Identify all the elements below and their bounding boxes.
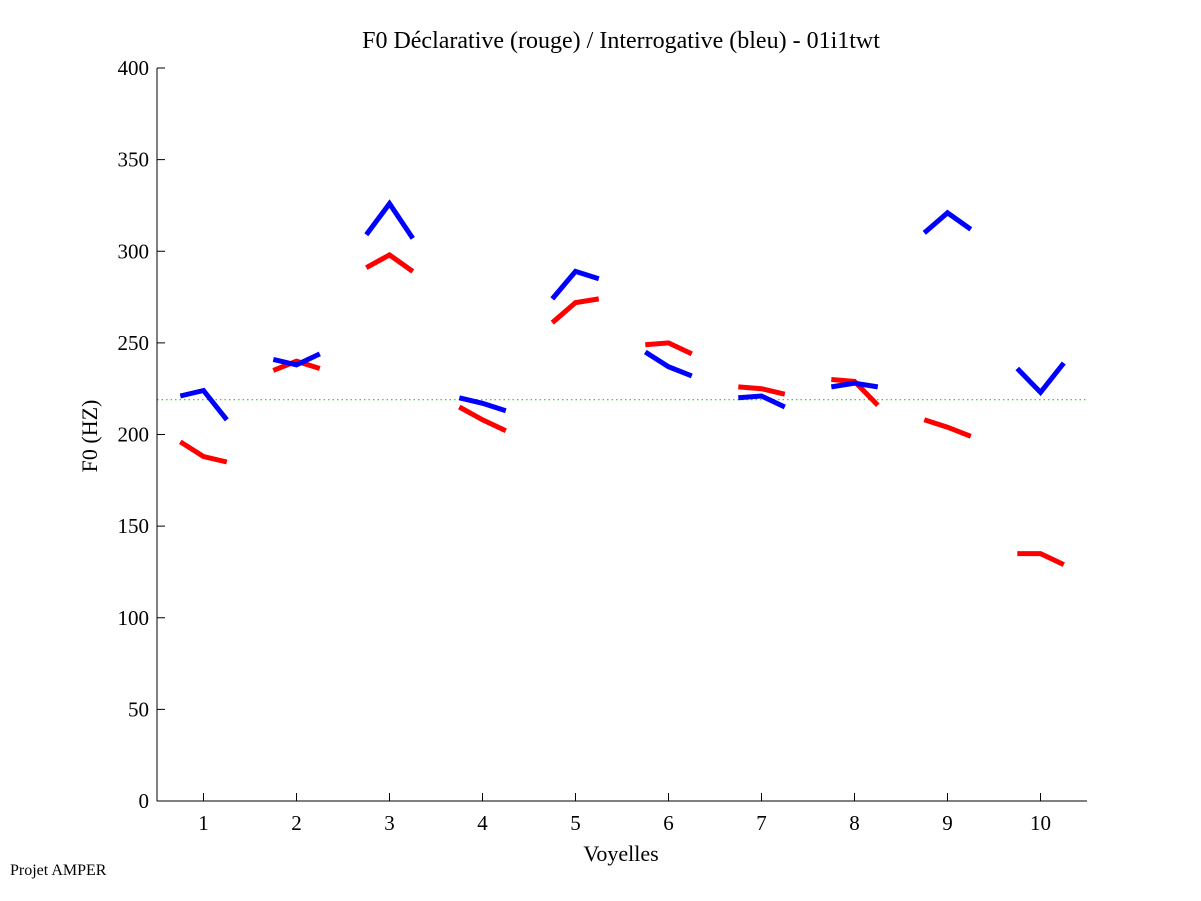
series-segment-vowel-5 — [550, 296, 600, 325]
series-segment-vowel-7 — [738, 393, 786, 410]
series-layer — [178, 199, 1066, 567]
series-segment-vowel-10 — [1017, 551, 1065, 567]
y-tick-label: 300 — [118, 239, 150, 263]
y-tick-label: 0 — [139, 789, 150, 813]
series-segment-vowel-2 — [272, 358, 321, 373]
y-tick-label: 250 — [118, 331, 150, 355]
x-tick-label: 8 — [849, 811, 860, 835]
x-axis-label: Voyelles — [583, 841, 658, 866]
series-segment-vowel-9 — [922, 209, 973, 235]
y-tick-label: 150 — [118, 514, 150, 538]
axes: 0 50 100 150 200 250 300 350 400 1 2 3 4 5 6 7 8 9 10 — [118, 56, 1087, 835]
series-segment-vowel-1 — [179, 387, 229, 422]
y-axis-label: F0 (HZ) — [77, 400, 102, 473]
series-segment-vowel-4 — [458, 404, 507, 434]
y-tick-label: 350 — [118, 148, 150, 172]
series-segment-vowel-5 — [550, 268, 600, 301]
y-tick-label: 400 — [118, 56, 150, 80]
series-segment-vowel-6 — [645, 340, 693, 357]
series-declarative — [178, 251, 1065, 567]
chart-title: F0 Déclarative (rouge) / Interrogative (… — [362, 28, 880, 54]
footer-project-label: Projet AMPER — [10, 862, 107, 879]
series-segment-vowel-7 — [738, 384, 786, 397]
series-segment-vowel-10 — [1015, 361, 1066, 397]
x-tick-label: 7 — [756, 811, 767, 835]
series-interrogative — [179, 199, 1066, 422]
series-segment-vowel-2 — [272, 351, 321, 368]
y-tick-label: 50 — [128, 697, 149, 721]
y-tick-label: 100 — [118, 606, 150, 630]
series-segment-vowel-4 — [458, 395, 507, 414]
series-segment-vowel-8 — [830, 380, 879, 390]
series-segment-vowel-9 — [923, 417, 972, 439]
x-tick-label: 6 — [663, 811, 674, 835]
x-tick-label: 5 — [570, 811, 581, 835]
x-tick-label: 1 — [198, 811, 209, 835]
x-tick-label: 4 — [477, 811, 488, 835]
series-segment-vowel-6 — [643, 349, 693, 379]
x-tick-label: 2 — [291, 811, 302, 835]
y-tick-label: 200 — [118, 423, 150, 447]
x-tick-label: 3 — [384, 811, 395, 835]
x-tick-label: 9 — [942, 811, 953, 835]
x-tick-label: 10 — [1030, 811, 1051, 835]
series-segment-vowel-3 — [365, 251, 415, 274]
series-segment-vowel-3 — [364, 199, 415, 240]
series-segment-vowel-1 — [178, 439, 228, 465]
